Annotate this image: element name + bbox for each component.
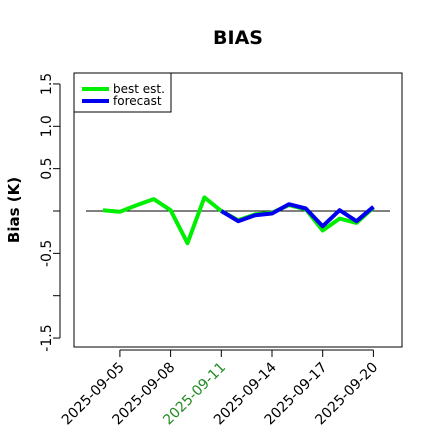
y-tick-label: -0.5 bbox=[39, 240, 55, 267]
y-tick-label: -1.5 bbox=[39, 324, 55, 351]
chart-title: BIAS bbox=[213, 27, 263, 49]
y-tick-label: 1.0 bbox=[39, 115, 55, 137]
x-axis: 2025-09-052025-09-082025-09-112025-09-14… bbox=[59, 349, 381, 428]
legend: best est. forecast bbox=[73, 72, 172, 113]
legend-box bbox=[73, 72, 172, 113]
y-tick-label: 1.5 bbox=[39, 73, 55, 95]
y-axis: -1.5 -0.5 0.5 1.0 1.5 bbox=[39, 73, 61, 352]
plot-area bbox=[73, 72, 403, 348]
y-tick-label: 0.5 bbox=[39, 158, 55, 180]
legend-label-best-est: best est. bbox=[113, 82, 165, 96]
series-line-forecast bbox=[220, 202, 375, 229]
series-layer bbox=[102, 195, 375, 246]
legend-label-forecast: forecast bbox=[113, 94, 162, 108]
y-axis-label: Bias (K) bbox=[5, 177, 23, 243]
